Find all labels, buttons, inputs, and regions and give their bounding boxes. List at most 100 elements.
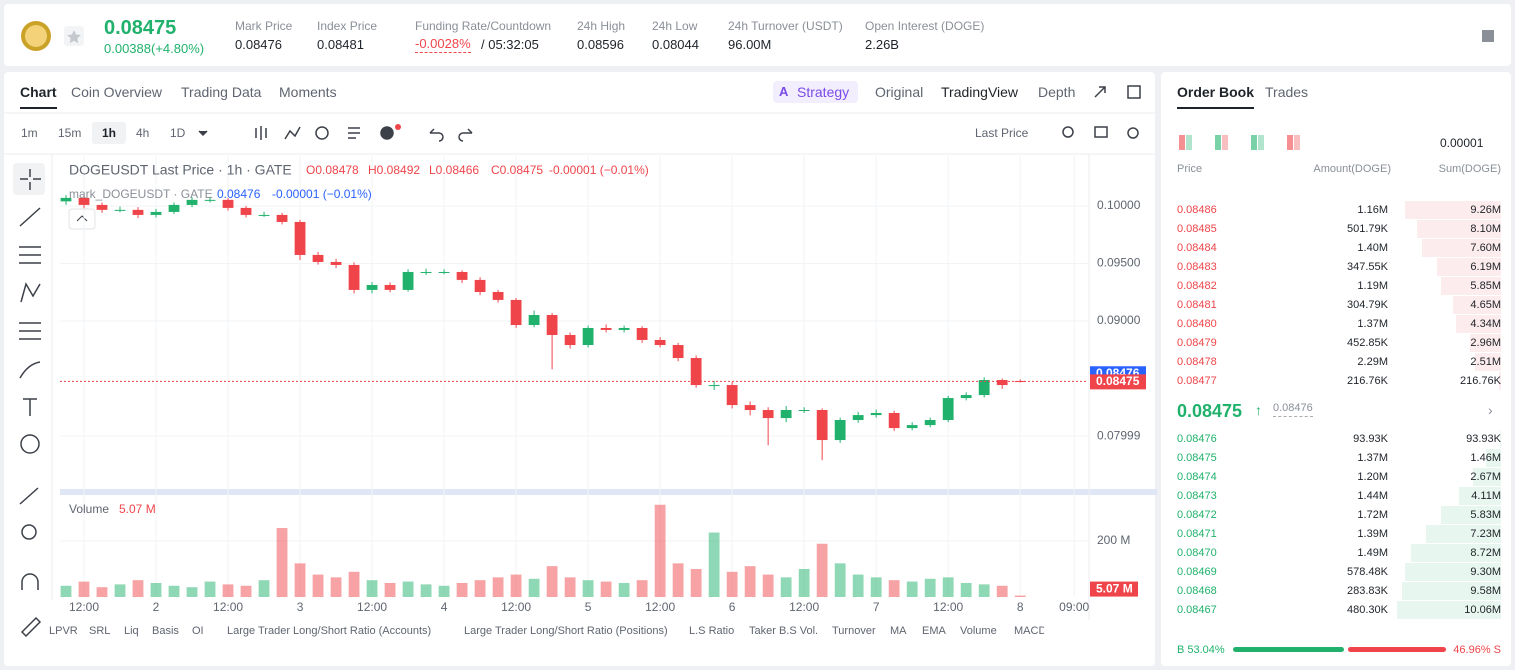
view-tab[interactable]: Original (875, 84, 924, 100)
ob-amount: 1.72M (1357, 509, 1388, 521)
zoom-tool[interactable] (21, 524, 37, 540)
replay-icon[interactable] (315, 126, 329, 140)
text-tool[interactable] (23, 398, 37, 416)
volume-bar (744, 566, 756, 597)
chart-tab[interactable]: Trading Data (181, 84, 262, 100)
chart-tab[interactable]: Moments (279, 84, 337, 100)
emoji-tool[interactable] (20, 434, 40, 454)
depth-bar (1485, 449, 1501, 467)
ruler-tool[interactable] (19, 487, 39, 505)
ob-price: 0.08479 (1177, 337, 1217, 349)
indicator[interactable]: MA (890, 625, 907, 637)
volume-bar (384, 582, 396, 597)
x-tick-label: 12:00 (213, 600, 243, 614)
candle-type-icon[interactable] (255, 126, 267, 140)
indicator[interactable]: Large Trader Long/Short Ratio (Positions… (464, 625, 668, 637)
indicator[interactable]: Liq (124, 625, 139, 637)
crosshair-tool[interactable] (20, 169, 41, 190)
ob-tab[interactable]: Trades (1265, 84, 1309, 100)
trendline-tool[interactable] (19, 207, 41, 227)
chart-tab[interactable]: Chart (20, 77, 57, 109)
redo-icon[interactable] (458, 128, 473, 142)
ob-price: 0.08473 (1177, 490, 1217, 502)
ob-amount: 1.20M (1357, 471, 1388, 483)
depth-bar (1401, 582, 1501, 600)
ob-expand[interactable]: › (1488, 402, 1493, 418)
volume-bar (618, 582, 630, 597)
depth-bar (1426, 525, 1501, 543)
fib-tool[interactable] (19, 322, 41, 340)
add-icon[interactable] (380, 126, 394, 140)
view-tab[interactable]: Strategy (797, 84, 850, 100)
interval[interactable]: 1D (170, 126, 186, 140)
ob-view-icon (1215, 135, 1221, 150)
interval[interactable]: 15m (58, 126, 82, 140)
candle-body (276, 214, 288, 222)
search-icon[interactable] (1062, 126, 1074, 138)
depth-bar (1473, 468, 1501, 486)
window-icon[interactable] (1127, 85, 1141, 99)
volume-bar (870, 577, 882, 597)
volume-bar (78, 581, 90, 597)
ob-amount: 1.49M (1357, 547, 1388, 559)
indicator[interactable]: EMA (922, 625, 946, 637)
price-type[interactable]: Last Price (975, 126, 1029, 140)
template-icon[interactable] (348, 127, 360, 139)
depth-bar (1417, 220, 1501, 238)
volume-bar (474, 580, 486, 597)
volume-bar (798, 568, 810, 597)
pattern-tool[interactable] (20, 282, 41, 303)
ob-view-icon (1294, 135, 1300, 150)
interval[interactable]: 4h (136, 126, 150, 140)
parallel-tool[interactable] (19, 246, 41, 264)
indicator[interactable]: Turnover (832, 625, 876, 637)
undo-icon[interactable] (429, 128, 444, 142)
ob-price: 0.08475 (1177, 452, 1217, 464)
indicator[interactable]: L.S Ratio (689, 625, 735, 637)
ob-price: 0.08472 (1177, 509, 1217, 521)
candle-body (546, 315, 558, 336)
indicator[interactable]: MACD (1014, 625, 1044, 637)
fullscreen-icon[interactable] (1094, 86, 1106, 98)
ob-sum: 7.60M (1470, 242, 1501, 254)
magnet-tool[interactable] (21, 573, 39, 590)
collapse-legend[interactable] (68, 208, 96, 230)
ob-tab[interactable]: Order Book (1177, 77, 1255, 109)
interval[interactable]: 1m (21, 126, 38, 140)
volume-bar (834, 563, 846, 597)
brush-tool[interactable] (19, 361, 41, 379)
indicator-icon[interactable] (284, 126, 301, 140)
volume-bar (726, 571, 738, 597)
ob-sum: 1.46M (1470, 452, 1501, 464)
view-tab[interactable]: Depth (1038, 84, 1076, 100)
candle-body (204, 199, 216, 201)
x-tick-label: 6 (729, 600, 736, 614)
legend-ohlc: O0.08478 (306, 163, 359, 177)
indicator[interactable]: SRL (89, 625, 111, 637)
indicator[interactable]: Volume (960, 625, 997, 637)
camera-icon[interactable] (1094, 126, 1108, 138)
legend-ohlc: -0.00001 (−0.01%) (549, 163, 649, 177)
settings-icon[interactable] (1127, 127, 1139, 139)
stat-label: 24h Turnover (USDT) (728, 19, 843, 33)
ob-precision[interactable]: 0.00001 (1440, 136, 1484, 150)
indicator[interactable]: Large Trader Long/Short Ratio (Accounts) (227, 625, 432, 637)
interval[interactable]: 1h (102, 126, 117, 140)
indicator[interactable]: Taker B.S Vol. (749, 625, 819, 637)
indicator[interactable]: Basis (152, 625, 179, 637)
volume-bar (1014, 595, 1026, 597)
depth-bar (1422, 239, 1501, 257)
candle-body (258, 214, 270, 216)
last-price-label: 0.08475 (1096, 374, 1140, 388)
indicator[interactable]: LPVR (49, 625, 78, 637)
lock-tool[interactable] (20, 616, 42, 638)
ob-sum: 7.23M (1470, 528, 1501, 540)
indicator[interactable]: OI (192, 625, 204, 637)
header-icon[interactable] (1482, 30, 1494, 42)
ob-price: 0.08482 (1177, 280, 1217, 292)
chart-tab[interactable]: Coin Overview (71, 84, 163, 100)
volume-tag-label: 5.07 M (1096, 581, 1133, 595)
ob-price: 0.08474 (1177, 471, 1217, 483)
ob-price: 0.08468 (1177, 585, 1217, 597)
view-tab[interactable]: TradingView (941, 84, 1019, 100)
